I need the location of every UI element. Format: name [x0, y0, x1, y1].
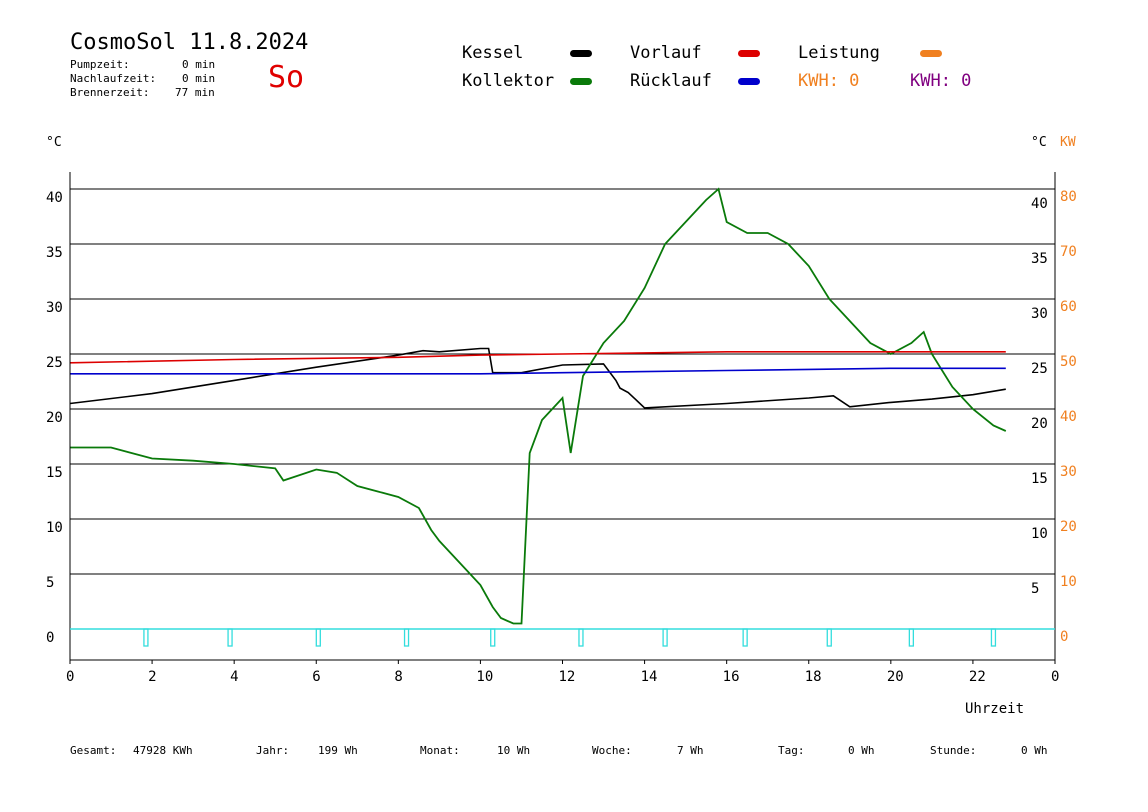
footer-stunde-value: 0 Wh	[1021, 744, 1048, 757]
pump-marker-2	[315, 628, 321, 647]
footer-monat-label: Monat:	[420, 744, 460, 757]
footer-jahr-value: 199 Wh	[318, 744, 358, 757]
y-kw-tick-10: 10	[1060, 574, 1077, 590]
y-right-tick-25: 25	[1031, 361, 1048, 377]
pump-marker-0	[143, 628, 149, 647]
stat-brennerzeit-label: Brennerzeit:	[70, 86, 150, 99]
y-kw-tick-50: 50	[1060, 354, 1077, 370]
y-left-tick-20: 20	[46, 410, 63, 426]
x-tick-label-3: 6	[312, 669, 321, 685]
stat-brennerzeit-value: 77 min	[175, 86, 215, 99]
chart-title: CosmoSol 11.8.2024	[70, 30, 309, 55]
y-kw-tick-60: 60	[1060, 299, 1077, 315]
y-kw-tick-70: 70	[1060, 244, 1077, 260]
x-tick-label-10: 20	[886, 669, 904, 685]
axes-lines	[69, 172, 1056, 664]
legend-ruecklauf-swatch	[738, 78, 760, 85]
pump-marker-5	[578, 628, 584, 647]
legend-kollektor-swatch	[570, 78, 592, 85]
series-vorlauf	[69, 350, 1006, 364]
y-left-tick-15: 15	[46, 465, 63, 481]
x-tick-label-6: 12	[558, 669, 576, 685]
legend-kessel: Kessel	[462, 43, 524, 63]
y-kw-tick-0: 0	[1060, 629, 1069, 645]
footer-woche-label: Woche:	[592, 744, 632, 757]
footer-stunde-label: Stunde:	[930, 744, 977, 757]
y-kw-tick-20: 20	[1060, 519, 1077, 535]
pump-marker-8	[826, 628, 832, 647]
pump-marker-9	[908, 628, 915, 647]
y-right-tick-20: 20	[1031, 416, 1048, 432]
pump-marker-7	[742, 628, 748, 647]
y-right-tick-35: 35	[1031, 251, 1048, 267]
right-axis-unit-kw: KW	[1060, 135, 1076, 150]
pump-marker-4	[490, 628, 496, 647]
x-tick-label-7: 14	[640, 669, 658, 685]
series-lines	[69, 187, 1007, 625]
stat-nachlaufzeit-label: Nachlaufzeit:	[70, 72, 157, 85]
footer-gesamt-label: Gesamt:	[70, 744, 117, 757]
series-kollektor	[70, 187, 1007, 625]
legend-ruecklauf: Rücklauf	[630, 71, 712, 91]
legend-kwh-orange: KWH: 0	[798, 71, 860, 91]
pump-marker-10	[990, 628, 997, 647]
footer-gesamt-value: 47928 KWh	[133, 744, 193, 757]
y-left-tick-5: 5	[46, 575, 55, 591]
x-tick-label-8: 16	[722, 669, 740, 685]
footer-jahr-label: Jahr:	[256, 744, 290, 757]
y-kw-tick-80: 80	[1060, 189, 1077, 205]
pump-marker-3	[403, 628, 410, 647]
x-tick-label-2: 4	[230, 669, 239, 685]
legend-kwh-purple: KWH: 0	[910, 71, 972, 91]
right-axis-unit-celsius: °C	[1031, 135, 1047, 150]
y-right-tick-40: 40	[1031, 196, 1048, 212]
stat-pumpzeit-label: Pumpzeit:	[70, 58, 130, 71]
legend-vorlauf-swatch	[738, 50, 760, 57]
y-left-tick-40: 40	[46, 190, 63, 206]
x-tick-label-1: 2	[148, 669, 157, 685]
y-left-tick-35: 35	[46, 245, 63, 261]
y-left-tick-10: 10	[46, 520, 63, 536]
y-left-tick-25: 25	[46, 355, 63, 371]
y-left-tick-30: 30	[46, 300, 63, 316]
legend-leistung-swatch	[920, 50, 942, 57]
pump-marker-1	[227, 628, 233, 647]
footer-woche-value: 7 Wh	[677, 744, 704, 757]
series-kessel	[69, 347, 1006, 409]
x-tick-label-4: 8	[394, 669, 403, 685]
x-tick-label-5: 10	[476, 669, 494, 685]
legend-kollektor: Kollektor	[462, 71, 555, 91]
legend-vorlauf: Vorlauf	[630, 43, 702, 63]
series-ruecklauf	[70, 367, 1006, 375]
footer-tag-label: Tag:	[778, 744, 805, 757]
y-kw-tick-40: 40	[1060, 409, 1077, 425]
stat-nachlaufzeit-value: 0 min	[182, 72, 216, 85]
y-right-tick-10: 10	[1031, 526, 1048, 542]
y-right-tick-30: 30	[1031, 306, 1048, 322]
x-tick-label-0: 0	[66, 669, 75, 685]
legend-leistung: Leistung	[798, 43, 880, 63]
stat-pumpzeit-value: 0 min	[182, 58, 216, 71]
legend-kessel-swatch	[570, 50, 592, 57]
x-tick-label-12: 0	[1051, 669, 1060, 685]
y-right-tick-5: 5	[1031, 581, 1040, 597]
x-axis-label: Uhrzeit	[965, 701, 1025, 717]
x-tick-label-9: 18	[804, 669, 822, 685]
footer-monat-value: 10 Wh	[497, 744, 531, 757]
pump-marker-6	[662, 628, 668, 647]
y-kw-tick-30: 30	[1060, 464, 1077, 480]
footer-tag-value: 0 Wh	[848, 744, 875, 757]
y-left-tick-0: 0	[46, 630, 55, 646]
y-right-tick-15: 15	[1031, 471, 1048, 487]
left-axis-unit: °C	[46, 135, 62, 150]
x-tick-label-11: 22	[968, 669, 986, 685]
grid-lines	[70, 188, 1055, 575]
pump-markers	[143, 628, 997, 647]
weekday-label: So	[268, 60, 305, 95]
